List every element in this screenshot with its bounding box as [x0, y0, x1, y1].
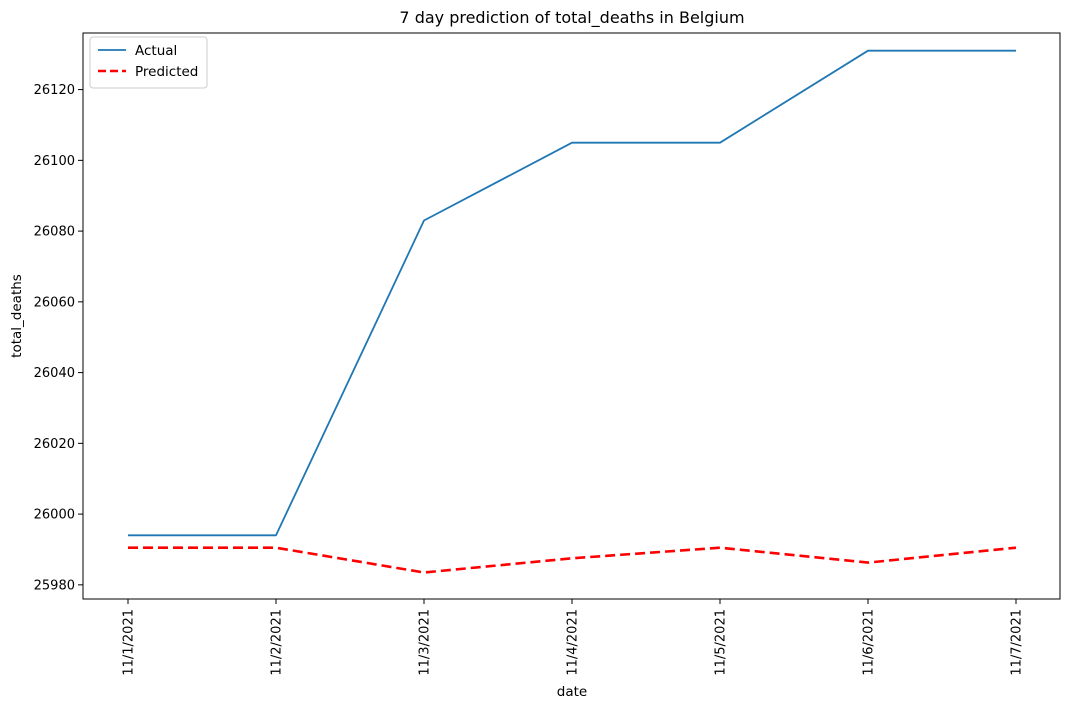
x-tick-label: 11/6/2021 [862, 609, 877, 676]
y-tick-label: 26080 [34, 225, 75, 240]
x-tick-label: 11/3/2021 [418, 609, 433, 676]
y-tick-label: 26020 [34, 437, 75, 452]
legend-label-actual: Actual [135, 43, 177, 59]
y-axis-label: total_deaths [9, 274, 25, 358]
y-tick-label: 26060 [34, 295, 75, 310]
x-tick-label: 11/4/2021 [566, 609, 581, 676]
legend: Actual Predicted [89, 36, 208, 89]
y-tick-label: 25980 [34, 578, 75, 593]
x-tick-label: 11/1/2021 [122, 609, 137, 676]
x-axis: 11/1/2021 11/2/2021 11/3/2021 11/4/2021 11/5… [122, 599, 1025, 676]
y-tick-label: 26000 [34, 508, 75, 523]
legend-label-predicted: Predicted [135, 64, 198, 80]
x-tick-label: 11/5/2021 [714, 609, 729, 676]
x-tick-label: 11/7/2021 [1010, 609, 1025, 676]
y-tick-label: 26100 [34, 154, 75, 169]
y-tick-label: 26040 [34, 366, 75, 381]
series-line-actual [128, 49, 1016, 537]
series-line-predicted [128, 546, 1017, 574]
chart-title: 7 day prediction of total_deaths in Belg… [399, 8, 744, 28]
y-tick-label: 26120 [34, 83, 75, 98]
plot-area [82, 32, 1061, 600]
y-axis: 25980 26000 26020 26040 26060 26080 26100 26120 [34, 83, 83, 593]
x-tick-label: 11/2/2021 [270, 609, 285, 676]
series-layer [127, 49, 1017, 574]
x-axis-label: date [557, 684, 587, 700]
